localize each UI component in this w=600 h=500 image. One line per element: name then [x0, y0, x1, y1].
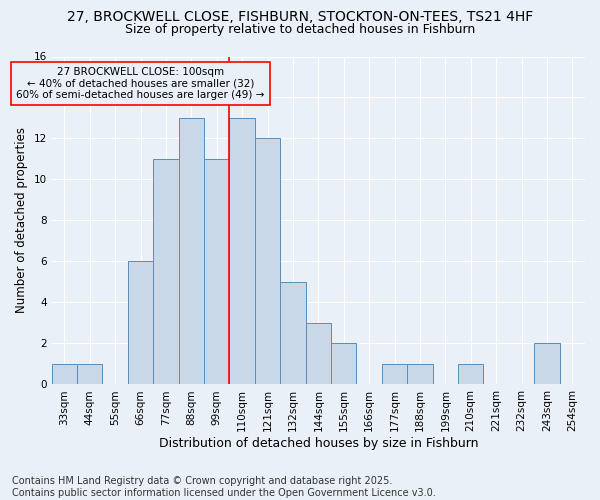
X-axis label: Distribution of detached houses by size in Fishburn: Distribution of detached houses by size …	[158, 437, 478, 450]
Text: 27 BROCKWELL CLOSE: 100sqm
← 40% of detached houses are smaller (32)
60% of semi: 27 BROCKWELL CLOSE: 100sqm ← 40% of deta…	[16, 66, 265, 100]
Text: 27, BROCKWELL CLOSE, FISHBURN, STOCKTON-ON-TEES, TS21 4HF: 27, BROCKWELL CLOSE, FISHBURN, STOCKTON-…	[67, 10, 533, 24]
Bar	[229, 118, 255, 384]
Bar	[128, 262, 153, 384]
Bar	[179, 118, 204, 384]
Bar	[534, 344, 560, 384]
Bar	[382, 364, 407, 384]
Bar	[458, 364, 484, 384]
Bar	[204, 159, 229, 384]
Bar	[255, 138, 280, 384]
Text: Size of property relative to detached houses in Fishburn: Size of property relative to detached ho…	[125, 22, 475, 36]
Bar	[52, 364, 77, 384]
Bar	[305, 323, 331, 384]
Bar	[153, 159, 179, 384]
Text: Contains HM Land Registry data © Crown copyright and database right 2025.
Contai: Contains HM Land Registry data © Crown c…	[12, 476, 436, 498]
Bar	[77, 364, 103, 384]
Bar	[407, 364, 433, 384]
Bar	[280, 282, 305, 384]
Y-axis label: Number of detached properties: Number of detached properties	[15, 128, 28, 314]
Bar	[331, 344, 356, 384]
